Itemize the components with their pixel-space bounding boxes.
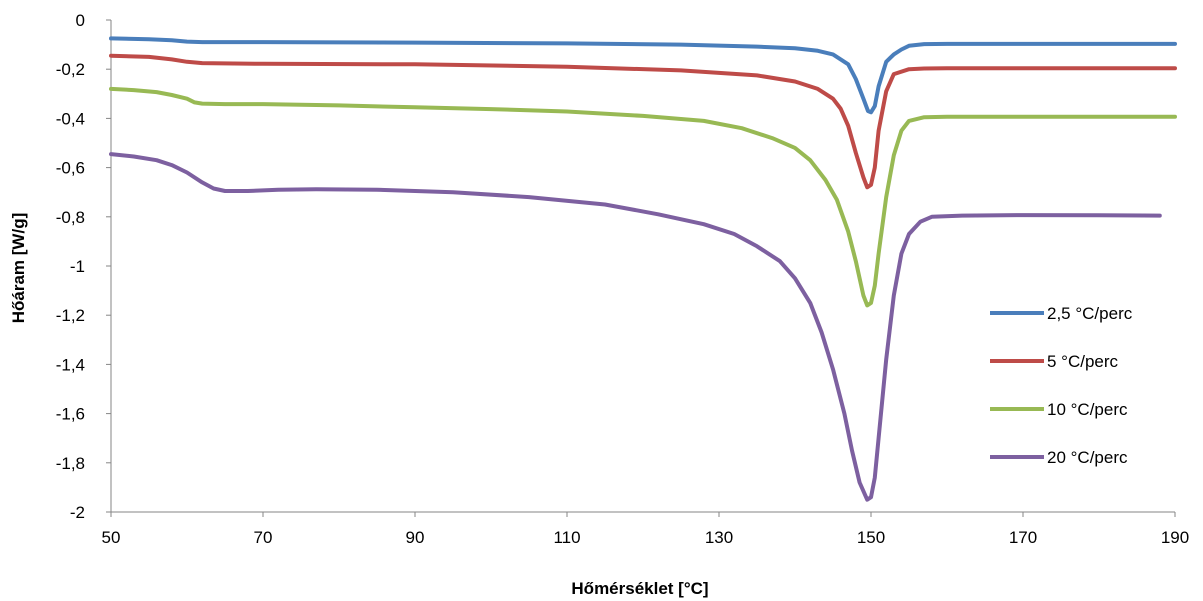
y-tick-label: -2 <box>70 503 85 522</box>
y-tick-label: -1,8 <box>56 454 85 473</box>
legend-item: 2,5 °C/perc <box>990 304 1133 323</box>
x-tick-label: 90 <box>406 528 425 547</box>
series-line-1 <box>109 36 1177 115</box>
legend: 2,5 °C/perc 5 °C/perc 10 °C/perc 20 °C/perc <box>990 304 1133 467</box>
legend-item: 10 °C/perc <box>990 400 1128 419</box>
legend-item: 5 °C/perc <box>990 352 1119 371</box>
y-tick-label: -1,6 <box>56 405 85 424</box>
x-tick-label: 50 <box>102 528 121 547</box>
y-tick-label: 0 <box>76 11 85 30</box>
x-axis-title: Hőmérséklet [°C] <box>571 579 708 598</box>
series-line-2 <box>109 53 1177 190</box>
series-line-3 <box>109 86 1177 308</box>
series-line-4 <box>109 152 1162 502</box>
y-tick-label: -0,2 <box>56 60 85 79</box>
y-tick-label: -0,4 <box>56 109 85 128</box>
y-tick-label: -1,4 <box>56 355 85 374</box>
series-lines <box>109 36 1177 502</box>
y-tick-label: -0,6 <box>56 159 85 178</box>
x-tick-label: 110 <box>553 528 580 547</box>
y-tick-label: -1 <box>70 257 85 276</box>
legend-item: 20 °C/perc <box>990 448 1128 467</box>
x-tick-label: 150 <box>857 528 885 547</box>
y-tick-label: -1,2 <box>56 306 85 325</box>
y-axis-title: Hőáram [W/g] <box>9 213 28 324</box>
legend-label: 2,5 °C/perc <box>1047 304 1133 323</box>
legend-label: 10 °C/perc <box>1047 400 1128 419</box>
x-tick-label: 170 <box>1009 528 1037 547</box>
legend-label: 5 °C/perc <box>1047 352 1119 371</box>
y-axis: 0 -0,2 -0,4 -0,6 -0,8 -1 -1,2 -1,4 -1,6 -1,8 -2 <box>56 11 112 522</box>
y-tick-label: -0,8 <box>56 208 85 227</box>
x-tick-label: 70 <box>254 528 273 547</box>
legend-label: 20 °C/perc <box>1047 448 1128 467</box>
x-tick-label: 190 <box>1161 528 1189 547</box>
x-tick-label: 130 <box>705 528 733 547</box>
x-axis: 50 70 90 110 130 150 170 190 <box>102 511 1189 547</box>
